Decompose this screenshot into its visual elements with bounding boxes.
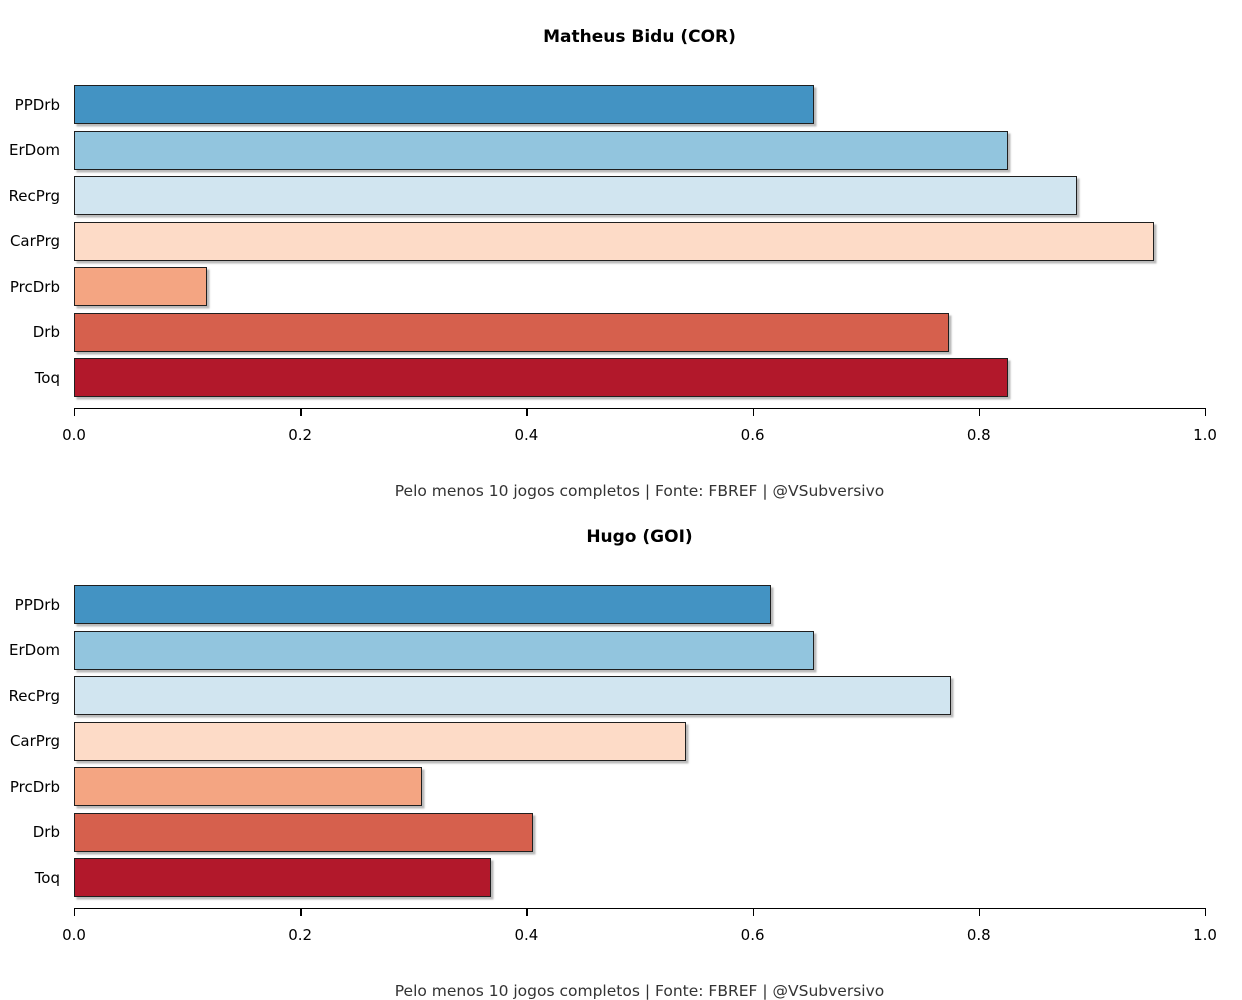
x-axis-tick-label: 0.8 bbox=[966, 926, 991, 944]
category-label: RecPrg bbox=[8, 686, 60, 705]
x-axis-tick-label: 0.6 bbox=[740, 426, 765, 444]
x-axis bbox=[74, 408, 1206, 410]
bar-erdom bbox=[74, 130, 1009, 170]
x-axis-tick-label: 0.2 bbox=[288, 926, 313, 944]
category-label: RecPrg bbox=[8, 186, 60, 205]
bar-prcdrb bbox=[74, 767, 423, 806]
x-axis-tick-label: 0.0 bbox=[62, 926, 86, 944]
x-axis-tick bbox=[1205, 408, 1207, 416]
bar-toq bbox=[74, 858, 492, 897]
bar-carprg bbox=[74, 721, 686, 761]
x-axis-tick-label: 0.6 bbox=[740, 926, 765, 944]
plot-area bbox=[74, 85, 1205, 398]
x-axis-tick bbox=[978, 908, 981, 916]
x-axis-tick bbox=[978, 408, 981, 416]
chart-title: Hugo (GOI) bbox=[586, 527, 693, 547]
bar-carprg bbox=[74, 221, 1155, 261]
bottom-chart: Hugo (GOI) Pelo menos 10 jogos completos… bbox=[0, 500, 1242, 1000]
plot-area bbox=[74, 585, 1205, 898]
x-axis bbox=[74, 908, 1206, 910]
x-axis-tick bbox=[74, 408, 76, 416]
chart-title: Matheus Bidu (COR) bbox=[543, 27, 736, 47]
category-label: PPDrb bbox=[14, 595, 60, 614]
x-axis-tick bbox=[1205, 908, 1207, 916]
x-axis-tick bbox=[300, 908, 302, 916]
bar-recprg bbox=[74, 176, 1078, 215]
bar-drb bbox=[74, 312, 950, 352]
category-label: Toq bbox=[34, 368, 60, 387]
x-axis-tick bbox=[526, 908, 528, 916]
x-axis-tick-label: 0.4 bbox=[514, 926, 539, 944]
x-axis-tick bbox=[752, 908, 754, 916]
x-axis-tick bbox=[74, 908, 76, 916]
bar-erdom bbox=[74, 630, 814, 670]
x-axis-tick-label: 0.2 bbox=[288, 426, 313, 444]
x-axis-tick-label: 0.4 bbox=[514, 426, 539, 444]
x-axis-tick bbox=[752, 408, 754, 416]
bar-drb bbox=[74, 812, 534, 852]
bar-toq bbox=[74, 358, 1009, 397]
category-label: CarPrg bbox=[9, 732, 60, 750]
chart-caption: Pelo menos 10 jogos completos | Fonte: F… bbox=[394, 982, 885, 1000]
x-axis-tick-label: 0.8 bbox=[966, 426, 991, 444]
category-label: PrcDrb bbox=[9, 277, 60, 296]
bar-recprg bbox=[74, 676, 951, 715]
category-label: Toq bbox=[34, 868, 60, 887]
category-label: Drb bbox=[32, 323, 60, 341]
bar-prcdrb bbox=[74, 267, 208, 306]
x-axis-tick-label: 0.0 bbox=[62, 426, 86, 444]
category-label: ErDom bbox=[9, 641, 60, 659]
top-chart: Matheus Bidu (COR) Pelo menos 10 jogos c… bbox=[8, 27, 1217, 500]
bar-ppdrb bbox=[74, 585, 771, 624]
category-label: Drb bbox=[32, 823, 60, 841]
x-axis-tick-label: 1.0 bbox=[1193, 426, 1217, 444]
bar-ppdrb bbox=[74, 85, 814, 124]
category-label: ErDom bbox=[9, 141, 60, 159]
category-label: PrcDrb bbox=[9, 777, 60, 796]
category-label: PPDrb bbox=[14, 95, 60, 114]
chart-caption: Pelo menos 10 jogos completos | Fonte: F… bbox=[394, 482, 885, 500]
category-label: CarPrg bbox=[9, 232, 60, 250]
x-axis-tick-label: 1.0 bbox=[1193, 926, 1217, 944]
x-axis-tick bbox=[526, 408, 528, 416]
x-axis-tick bbox=[300, 408, 302, 416]
